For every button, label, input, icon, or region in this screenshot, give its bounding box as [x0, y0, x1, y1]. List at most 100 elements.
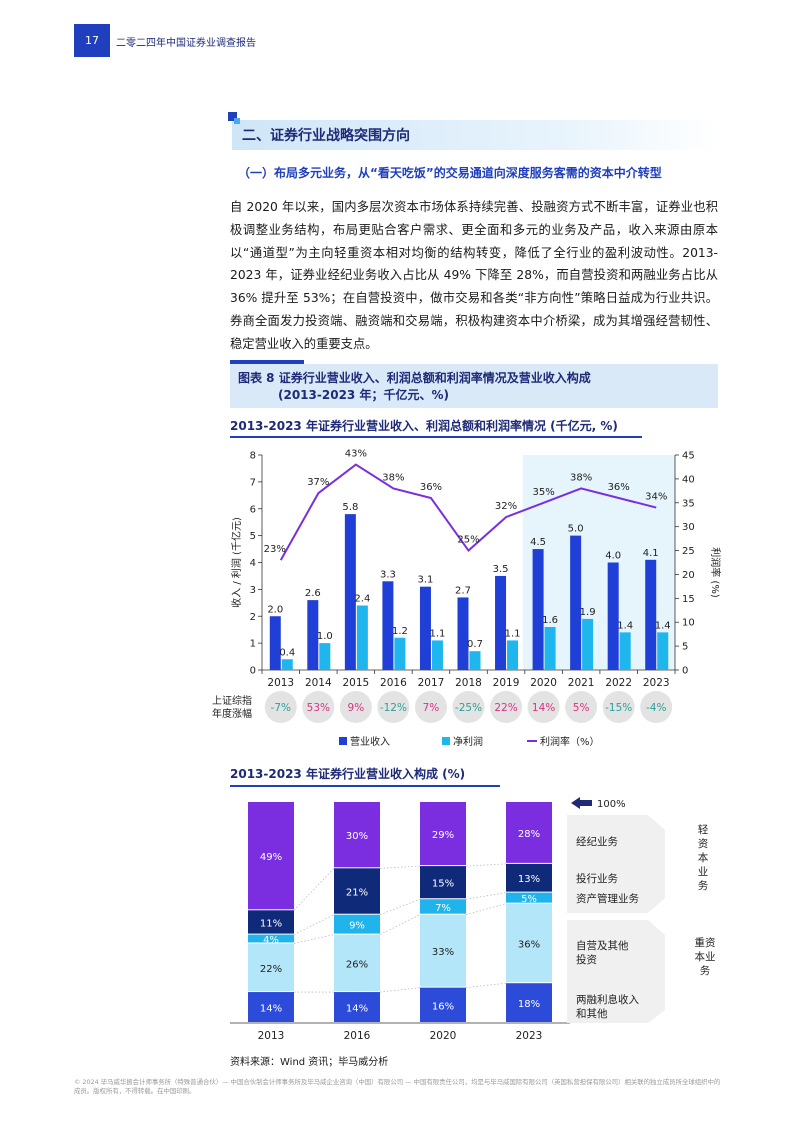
chart1-net-profit-label: 1.4: [655, 620, 671, 631]
chart1-left-tick-label: 8: [250, 451, 256, 462]
chart2-segment: [248, 943, 294, 992]
chart1-margin-label: 38%: [570, 472, 592, 483]
chart1-net-profit-bar: [356, 605, 368, 670]
chart1-revenue-bar: [570, 535, 582, 670]
chart2-segment-label: 30%: [346, 831, 368, 842]
chart2-light-capital-label: 业: [698, 866, 709, 878]
chart2-category-label: 2020: [430, 1030, 457, 1042]
index-change-bubble: [302, 691, 335, 723]
chart1-revenue-bar: [307, 600, 319, 670]
chart1-revenue-label: 2.0: [267, 604, 283, 615]
section-marker: [228, 112, 237, 121]
chart1-net-profit-bar: [431, 640, 443, 670]
chart1-revenue-label: 4.5: [530, 537, 546, 548]
chart1-net-profit-bar: [507, 640, 519, 670]
index-change-bubble: [264, 691, 297, 723]
chart2-segment: [334, 992, 380, 1022]
chart2-segment: [334, 914, 380, 934]
chart1-net-profit-bar: [469, 651, 481, 670]
chart1-net-profit-bar: [544, 627, 556, 670]
index-change-value: -15%: [605, 702, 632, 714]
index-change-value: 53%: [307, 702, 330, 714]
index-change-value: 9%: [348, 702, 365, 714]
chart2-segment-label: 11%: [260, 918, 282, 929]
chart2-light-capital-label: 轻: [698, 823, 709, 836]
chart1-net-profit-bar: [394, 637, 406, 670]
chart2-segment: [248, 802, 294, 910]
chart2-segment: [334, 934, 380, 992]
chart2-title-underline: [230, 785, 500, 787]
chart1-left-tick-label: 2: [250, 612, 256, 623]
chart2-total-label: 100%: [597, 799, 626, 810]
figure-caption-box: [230, 364, 718, 408]
index-change-bubble: [602, 691, 635, 723]
chart1-net-profit-label: 1.1: [430, 628, 446, 639]
chart2-segment: [420, 866, 466, 899]
index-change-value: -12%: [380, 702, 407, 714]
chart1-right-tick-label: 35: [682, 498, 695, 509]
chart1-margin-label: 23%: [264, 544, 286, 555]
chart1-left-tick-label: 0: [250, 666, 256, 677]
chart1-net-profit-label: 1.2: [392, 626, 408, 637]
index-change-bubble: [640, 691, 673, 723]
index-change-bubble: [377, 691, 410, 723]
chart2-legend-proprietary-line2: 投资: [576, 953, 597, 966]
legend-net-profit-swatch: [442, 737, 450, 745]
chart2-segment: [420, 987, 466, 1022]
chart1-right-tick-label: 40: [682, 474, 695, 485]
chart1-margin-label: 37%: [307, 477, 329, 488]
chart1-title-underline: [230, 436, 642, 438]
index-change-value: -4%: [646, 702, 666, 714]
section-title-bar: [232, 120, 718, 150]
chart1-net-profit-label: 2.4: [354, 594, 370, 605]
chart2-segment-label: 29%: [432, 830, 454, 841]
chart1-right-axis-label: 利润率 (%): [709, 547, 722, 598]
chart2-segment: [506, 903, 552, 983]
index-change-value: 22%: [494, 702, 517, 714]
chart2-segment-label: 9%: [349, 921, 365, 932]
chart1-right-tick-label: 25: [682, 546, 695, 557]
chart2-connector-line: [293, 934, 335, 944]
chart2-segment: [248, 910, 294, 934]
chart2-heavy-capital-label: 本业: [695, 950, 716, 963]
chart2-category-label: 2013: [258, 1030, 285, 1042]
chart1-right-tick-label: 5: [682, 642, 688, 653]
chart1-revenue-bar: [344, 514, 356, 670]
index-change-value: 14%: [532, 702, 555, 714]
source-note: 资料来源：Wind 资讯；毕马威分析: [230, 1057, 389, 1068]
index-change-bubble: [414, 691, 447, 723]
chart1-revenue-label: 5.0: [568, 524, 584, 535]
chart1-category-label: 2016: [380, 677, 407, 689]
chart1-net-profit-bar: [657, 632, 669, 670]
chart1-right-tick-label: 45: [682, 451, 695, 462]
chart2-light-capital-label: 务: [698, 879, 709, 892]
chart1-category-label: 2018: [455, 677, 482, 689]
chart2-heavy-capital-band: [567, 920, 665, 1023]
chart1-revenue-label: 4.0: [605, 551, 621, 562]
section-marker-accent: [234, 118, 240, 124]
chart1-net-profit-label: 0.7: [467, 639, 483, 650]
chart2-segment: [334, 868, 380, 914]
chart1-margin-label: 25%: [457, 535, 479, 546]
chart2-legend-investment-banking: 投行业务: [576, 872, 618, 885]
chart1-right-tick-label: 10: [682, 618, 695, 629]
page-number-badge: 17: [74, 24, 110, 57]
chart2-legend-proprietary-line1: 自营及其他: [576, 939, 629, 952]
chart2-segment-label: 5%: [521, 894, 537, 905]
chart2-segment-label: 15%: [432, 879, 454, 890]
chart1-left-tick-label: 7: [250, 477, 256, 488]
chart2-segment-label: 22%: [260, 964, 282, 975]
chart1-net-profit-label: 1.4: [617, 620, 633, 631]
chart2-segment-label: 16%: [432, 1001, 454, 1012]
chart2-segment: [506, 802, 552, 863]
figure-accent-bar: [230, 360, 304, 364]
index-change-value: 7%: [423, 702, 440, 714]
chart1-left-tick-label: 4: [250, 558, 256, 569]
chart1-category-label: 2022: [605, 677, 632, 689]
chart1-category-label: 2017: [418, 677, 445, 689]
index-change-bubble: [565, 691, 598, 723]
chart1-category-label: 2023: [643, 677, 670, 689]
chart2-total-arrow-icon: [571, 797, 592, 809]
report-title: 二零二四年中国证券业调查报告: [116, 38, 256, 49]
chart2-segment-label: 33%: [432, 947, 454, 958]
